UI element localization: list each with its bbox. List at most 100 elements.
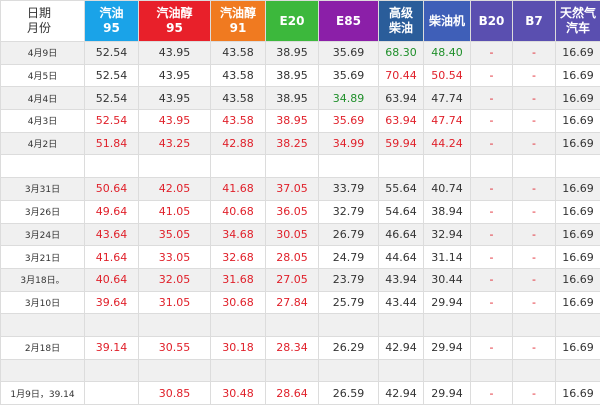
price-cell: 54.64 (379, 200, 424, 223)
price-cell (513, 359, 556, 382)
price-cell: 59.94 (379, 132, 424, 155)
price-cell: 26.79 (319, 223, 379, 246)
price-cell: 40.64 (85, 268, 139, 291)
price-cell: 27.84 (266, 291, 319, 314)
price-cell: 16.69 (556, 87, 600, 110)
price-cell (379, 359, 424, 382)
price-cell: 38.95 (266, 42, 319, 65)
price-cell: 46.64 (379, 223, 424, 246)
price-cell: - (471, 87, 513, 110)
price-cell: 37.05 (266, 178, 319, 201)
price-cell (211, 155, 266, 178)
price-cell: 34.89 (319, 87, 379, 110)
price-cell: 16.69 (556, 382, 600, 405)
price-cell: 50.54 (424, 64, 471, 87)
price-cell (556, 155, 600, 178)
price-cell (556, 359, 600, 382)
header-cell: 日期月份 (1, 1, 85, 42)
price-cell: 16.69 (556, 110, 600, 133)
header-text: 柴油机 (424, 14, 470, 29)
price-cell: 43.58 (211, 64, 266, 87)
date-cell: 4月3日 (1, 110, 85, 133)
price-cell: 16.69 (556, 246, 600, 269)
price-cell: - (513, 42, 556, 65)
date-cell: 4月9日 (1, 42, 85, 65)
price-cell (266, 314, 319, 337)
date-cell: 1月9日，39.14 (1, 382, 85, 405)
price-cell: 30.55 (139, 336, 211, 359)
price-cell: - (513, 110, 556, 133)
price-cell: - (513, 132, 556, 155)
header-text: 95 (85, 21, 138, 36)
header-text: 日期 (27, 6, 84, 21)
table-row (1, 359, 600, 382)
price-cell: 70.44 (379, 64, 424, 87)
price-cell: 32.94 (424, 223, 471, 246)
header-cell: B7 (513, 1, 556, 42)
price-cell (211, 314, 266, 337)
price-cell: 16.69 (556, 64, 600, 87)
header-text: 月份 (27, 21, 84, 36)
price-cell: 30.68 (211, 291, 266, 314)
price-cell: 38.95 (266, 64, 319, 87)
header-text: 汽油醇 (211, 6, 265, 21)
price-cell (556, 314, 600, 337)
price-cell: 30.48 (211, 382, 266, 405)
price-cell: 42.88 (211, 132, 266, 155)
price-cell: 40.74 (424, 178, 471, 201)
price-cell: 43.44 (379, 291, 424, 314)
date-cell: 3月21日 (1, 246, 85, 269)
price-cell: 39.14 (85, 336, 139, 359)
price-cell: 16.69 (556, 223, 600, 246)
price-cell: 52.54 (85, 87, 139, 110)
price-cell: 29.94 (424, 336, 471, 359)
price-cell (471, 155, 513, 178)
price-cell: 33.05 (139, 246, 211, 269)
price-cell: 16.69 (556, 336, 600, 359)
price-cell: - (513, 291, 556, 314)
price-cell: 35.69 (319, 64, 379, 87)
price-cell: 16.69 (556, 178, 600, 201)
price-cell: - (471, 382, 513, 405)
price-cell: 32.05 (139, 268, 211, 291)
price-cell: 35.05 (139, 223, 211, 246)
price-cell: - (471, 200, 513, 223)
price-cell: 38.94 (424, 200, 471, 223)
price-cell: 48.40 (424, 42, 471, 65)
header-text: 高级 (379, 6, 423, 21)
price-cell: 30.44 (424, 268, 471, 291)
date-cell (1, 155, 85, 178)
price-cell: 41.05 (139, 200, 211, 223)
price-cell: 38.95 (266, 110, 319, 133)
date-cell: 3月24日 (1, 223, 85, 246)
price-cell: 38.25 (266, 132, 319, 155)
price-cell (85, 314, 139, 337)
header-text: 柴油 (379, 21, 423, 36)
price-cell: 16.69 (556, 42, 600, 65)
price-cell: 43.95 (139, 42, 211, 65)
price-cell (379, 155, 424, 178)
price-cell (379, 314, 424, 337)
price-cell (139, 155, 211, 178)
header-text: 95 (139, 21, 210, 36)
price-cell: 32.79 (319, 200, 379, 223)
price-cell: 16.69 (556, 200, 600, 223)
price-cell: 26.59 (319, 382, 379, 405)
price-cell: - (513, 64, 556, 87)
date-cell: 3月26日 (1, 200, 85, 223)
price-cell: 23.79 (319, 268, 379, 291)
price-cell: - (471, 132, 513, 155)
price-cell (319, 155, 379, 178)
header-cell: 柴油机 (424, 1, 471, 42)
price-cell: - (513, 223, 556, 246)
price-cell: 43.58 (211, 110, 266, 133)
price-cell: - (513, 382, 556, 405)
price-cell (211, 359, 266, 382)
price-cell: 44.64 (379, 246, 424, 269)
